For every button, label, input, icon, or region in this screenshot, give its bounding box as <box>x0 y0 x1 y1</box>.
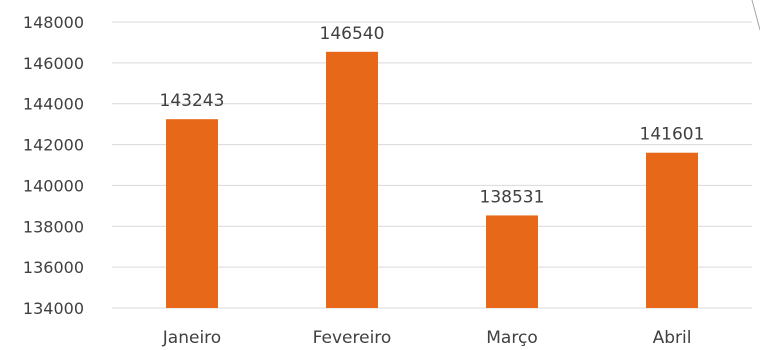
decorative-frame-line <box>751 0 760 31</box>
x-axis-category-labels: Janeiro Fevereiro Março Abril <box>162 328 692 348</box>
data-labels: 143243 146540 138531 141601 <box>160 24 705 208</box>
data-label: 141601 <box>640 125 705 145</box>
bar <box>326 51 378 308</box>
bars <box>166 51 698 308</box>
y-tick-label: 148000 <box>23 13 84 32</box>
y-tick-label: 140000 <box>23 176 84 195</box>
bar <box>166 119 218 308</box>
x-category-label: Abril <box>653 328 692 348</box>
bar <box>646 152 698 308</box>
y-tick-label: 136000 <box>23 258 84 277</box>
y-tick-label: 142000 <box>23 136 84 155</box>
gridlines <box>112 21 752 309</box>
y-tick-label: 144000 <box>23 95 84 114</box>
data-label: 146540 <box>320 24 385 44</box>
y-tick-label: 138000 <box>23 217 84 236</box>
x-category-label: Janeiro <box>162 328 221 348</box>
data-label: 138531 <box>480 187 545 207</box>
y-axis-tick-labels: 134000 136000 138000 140000 142000 144000 1460… <box>23 13 84 318</box>
x-category-label: Fevereiro <box>313 328 392 348</box>
bar <box>486 215 538 308</box>
x-category-label: Março <box>486 328 537 348</box>
y-tick-label: 134000 <box>23 299 84 318</box>
data-label: 143243 <box>160 91 225 111</box>
y-tick-label: 146000 <box>23 54 84 73</box>
